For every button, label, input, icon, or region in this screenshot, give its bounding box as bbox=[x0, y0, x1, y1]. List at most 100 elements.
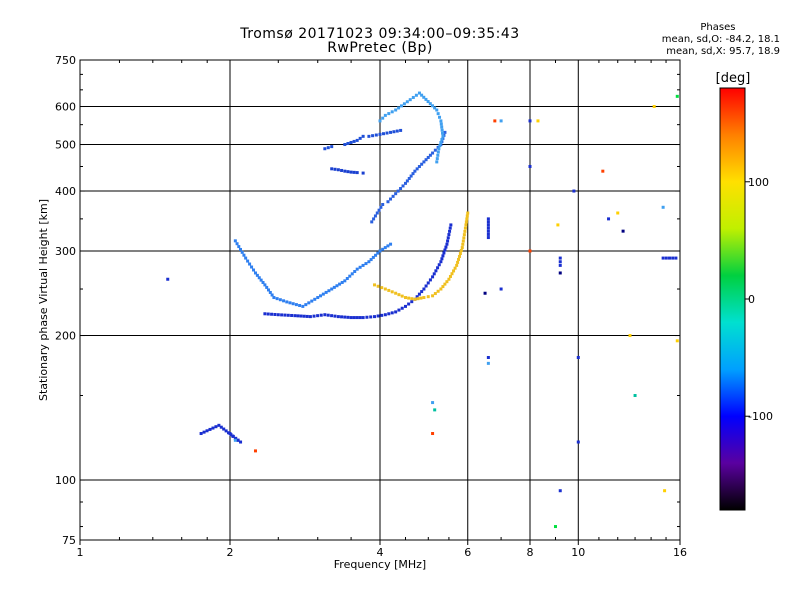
data-point bbox=[253, 449, 257, 453]
data-point bbox=[558, 256, 562, 260]
data-point bbox=[413, 169, 417, 173]
data-point-fill bbox=[278, 298, 282, 302]
data-point bbox=[403, 304, 407, 308]
data-point bbox=[330, 145, 334, 149]
data-point-fill bbox=[463, 229, 467, 233]
colorbar-tick-label: 0 bbox=[748, 293, 755, 306]
data-point bbox=[399, 128, 403, 132]
data-point bbox=[439, 287, 443, 291]
data-point bbox=[394, 291, 398, 295]
data-point-fill bbox=[436, 289, 440, 293]
data-point bbox=[558, 263, 562, 267]
data-point-fill bbox=[486, 229, 490, 233]
data-point-fill bbox=[464, 220, 468, 224]
data-point-fill bbox=[440, 128, 444, 132]
data-point bbox=[460, 246, 464, 250]
data-point-fill bbox=[448, 226, 452, 230]
data-point bbox=[486, 361, 490, 365]
data-point-fill bbox=[246, 259, 250, 263]
data-point-fill bbox=[465, 217, 469, 221]
data-point bbox=[601, 169, 605, 173]
data-point-fill bbox=[415, 167, 419, 171]
grid-lines bbox=[80, 60, 680, 540]
data-point-fill bbox=[326, 313, 330, 317]
data-point-fill bbox=[426, 281, 430, 285]
data-point-fill bbox=[358, 265, 362, 269]
data-point-fill bbox=[457, 254, 461, 258]
data-point-fill bbox=[433, 148, 437, 152]
data-point-fill bbox=[442, 251, 446, 255]
data-point bbox=[435, 108, 439, 112]
data-point-fill bbox=[343, 315, 347, 319]
data-point-fill bbox=[365, 315, 369, 319]
x-tick-label: 2 bbox=[227, 546, 234, 559]
data-point-fill bbox=[439, 141, 443, 145]
data-point bbox=[576, 355, 580, 359]
data-point-fill bbox=[448, 274, 452, 278]
data-point-fill bbox=[671, 256, 675, 260]
data-point bbox=[621, 229, 625, 233]
x-axis: 1 2 4 6 8 10 16 bbox=[77, 60, 687, 559]
data-point-fill bbox=[316, 314, 320, 318]
data-point bbox=[355, 138, 359, 142]
data-point-fill bbox=[436, 112, 440, 116]
data-point bbox=[486, 355, 490, 359]
data-point-fill bbox=[382, 132, 386, 136]
data-point-fill bbox=[411, 172, 415, 176]
data-point-fill bbox=[433, 292, 437, 296]
data-point-fill bbox=[376, 251, 380, 255]
phases-legend: Phases mean, sd,O: -84.2, 18.1 mean, sd,… bbox=[662, 22, 780, 58]
data-point-fill bbox=[321, 292, 325, 296]
data-point-fill bbox=[420, 93, 424, 97]
data-point bbox=[361, 134, 365, 138]
data-point bbox=[607, 217, 611, 221]
data-point bbox=[367, 134, 371, 138]
y-tick-label: 500 bbox=[55, 139, 76, 152]
data-point-fill bbox=[405, 179, 409, 183]
data-point-fill bbox=[397, 106, 401, 110]
x-tick-label: 6 bbox=[464, 546, 471, 559]
data-point-fill bbox=[444, 245, 448, 249]
data-point-fill bbox=[415, 295, 419, 299]
data-point-fill bbox=[437, 263, 441, 267]
data-point-fill bbox=[349, 140, 353, 144]
data-point bbox=[431, 294, 435, 298]
data-point bbox=[355, 171, 359, 175]
data-point bbox=[349, 170, 353, 174]
data-point-fill bbox=[270, 293, 274, 297]
data-point-fill bbox=[324, 290, 328, 294]
phases-x-stats: mean, sd,X: 95.7, 18.9 bbox=[666, 46, 780, 57]
data-point bbox=[343, 143, 347, 147]
data-point bbox=[285, 300, 289, 304]
data-point bbox=[343, 169, 347, 173]
data-point bbox=[276, 313, 280, 317]
data-point bbox=[422, 287, 426, 291]
data-point bbox=[558, 489, 562, 493]
data-point bbox=[528, 164, 532, 168]
data-point-fill bbox=[402, 102, 406, 106]
data-point bbox=[316, 296, 320, 300]
data-point bbox=[431, 432, 435, 436]
data-point bbox=[323, 147, 327, 151]
data-point-fill bbox=[234, 436, 238, 440]
data-point-fill bbox=[374, 253, 378, 257]
data-point bbox=[403, 296, 407, 300]
chart-title: Tromsø 20171023 09:34:00–09:35:43 bbox=[240, 26, 520, 42]
data-point-fill bbox=[283, 313, 287, 317]
data-point bbox=[661, 205, 665, 209]
data-point-fill bbox=[441, 285, 445, 289]
y-tick-label: 600 bbox=[55, 101, 76, 114]
data-point-fill bbox=[445, 280, 449, 284]
data-point-fill bbox=[214, 425, 218, 429]
data-point-fill bbox=[417, 165, 421, 169]
data-point-fill bbox=[259, 278, 263, 282]
data-point-fill bbox=[456, 260, 460, 264]
data-point-fill bbox=[448, 229, 452, 233]
data-point-fill bbox=[236, 438, 240, 442]
data-point-fill bbox=[352, 139, 356, 143]
data-point-fill bbox=[266, 312, 270, 316]
data-point-fill bbox=[376, 284, 380, 288]
phases-o-stats: mean, sd,O: -84.2, 18.1 bbox=[661, 34, 780, 45]
x-tick-label: 4 bbox=[377, 546, 384, 559]
